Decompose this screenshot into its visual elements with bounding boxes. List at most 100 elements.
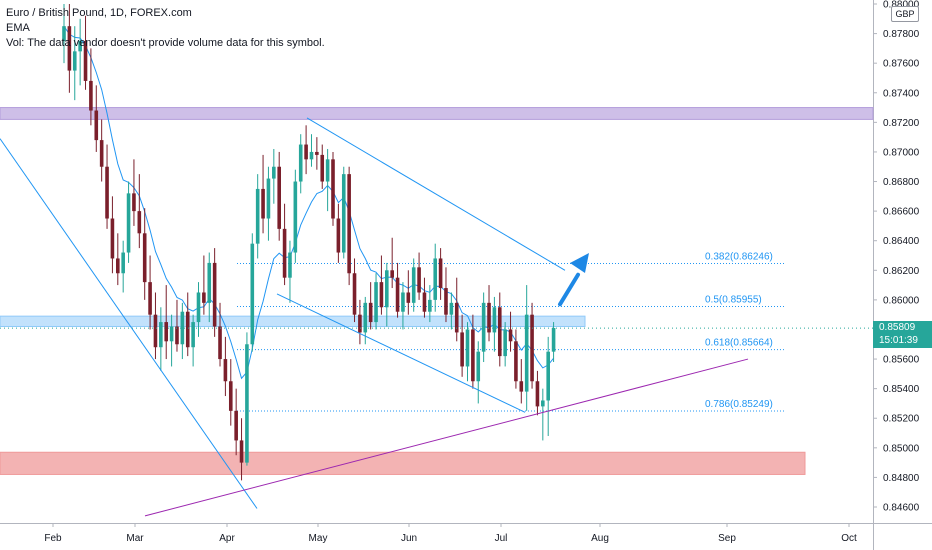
candle[interactable] [352,258,357,323]
candle[interactable] [121,240,125,293]
candle[interactable] [341,166,346,259]
candle[interactable] [164,285,169,360]
candle[interactable] [444,267,448,323]
candle[interactable] [304,125,308,175]
candle[interactable] [428,285,432,323]
candle[interactable] [67,4,72,93]
candle[interactable] [72,26,77,101]
zone-support[interactable] [0,451,806,475]
candle[interactable] [395,262,400,318]
candle[interactable] [497,292,502,367]
candle[interactable] [417,252,421,300]
candle[interactable] [325,148,330,212]
candle[interactable] [234,388,238,456]
candle[interactable] [185,292,190,357]
candle[interactable] [309,134,314,167]
candle[interactable] [406,270,411,315]
channel-lower-line[interactable] [276,293,526,413]
indicator-label-ema[interactable]: EMA [6,22,30,34]
candle[interactable] [368,282,373,330]
candle[interactable] [551,322,556,363]
candle[interactable] [535,370,540,416]
candle[interactable] [390,237,394,289]
candle[interactable] [175,299,179,352]
candle[interactable] [465,322,470,382]
candle[interactable] [331,151,335,226]
candle[interactable] [239,418,244,481]
candle[interactable] [315,137,319,170]
candle[interactable] [245,332,249,466]
candle[interactable] [347,166,351,286]
candle[interactable] [546,336,550,436]
candle[interactable] [261,154,265,234]
candle[interactable] [62,4,66,64]
candle[interactable] [460,314,464,377]
ema-line[interactable] [63,25,554,380]
candle[interactable] [148,255,152,330]
candle[interactable] [99,119,104,182]
rising-trendline[interactable] [144,358,749,517]
candle[interactable] [218,302,222,367]
candle[interactable] [471,314,475,389]
candle[interactable] [132,159,136,226]
candles[interactable] [62,4,556,481]
candle[interactable] [438,248,443,300]
candle[interactable] [116,233,120,286]
candle[interactable] [411,258,416,312]
projection-arrow[interactable] [558,253,589,307]
candle[interactable] [126,181,131,263]
candle[interactable] [282,203,287,286]
candle[interactable] [266,166,271,241]
time-axis[interactable] [0,523,932,550]
candle[interactable] [94,85,99,152]
candle[interactable] [385,262,389,327]
candle[interactable] [212,248,217,337]
candle[interactable] [358,299,362,345]
candle[interactable] [492,296,497,352]
candle[interactable] [180,302,185,360]
candle[interactable] [336,203,341,263]
candle[interactable] [153,292,158,360]
candle[interactable] [519,359,524,404]
candle[interactable] [83,15,88,90]
candle[interactable] [298,134,303,194]
candle[interactable] [524,285,529,411]
candle[interactable] [487,285,491,342]
candle[interactable] [250,233,255,352]
channel-upper-line[interactable] [306,117,566,271]
candle[interactable] [159,307,163,371]
candle[interactable] [89,48,93,126]
candle[interactable] [422,277,427,318]
candle[interactable] [433,243,438,312]
candle[interactable] [191,314,195,367]
candle[interactable] [508,311,513,352]
channel-left-line[interactable] [0,138,258,509]
candle[interactable] [137,174,142,249]
candle[interactable] [142,208,147,300]
zone-mid[interactable] [0,315,586,328]
candle[interactable] [541,388,545,441]
price-axis[interactable] [873,0,932,550]
candle[interactable] [530,302,534,389]
candle[interactable] [110,196,115,274]
candle[interactable] [288,240,292,303]
candle[interactable] [293,169,298,263]
candle[interactable] [374,273,378,330]
candle[interactable] [379,255,384,315]
candle[interactable] [401,282,405,330]
candle[interactable] [223,336,228,397]
candle[interactable] [454,277,459,342]
candle[interactable] [320,144,325,189]
candle[interactable] [207,252,212,323]
candle[interactable] [272,148,276,204]
currency-button[interactable]: GBP [891,6,919,22]
candle[interactable] [196,282,201,337]
candle[interactable] [78,18,82,86]
symbol-title[interactable]: Euro / British Pound, 1D, FOREX.com [6,7,192,19]
zone-resistance[interactable] [0,107,874,120]
candle[interactable] [449,292,454,330]
candle[interactable] [481,292,486,363]
candle[interactable] [202,255,206,315]
candle[interactable] [277,151,281,241]
